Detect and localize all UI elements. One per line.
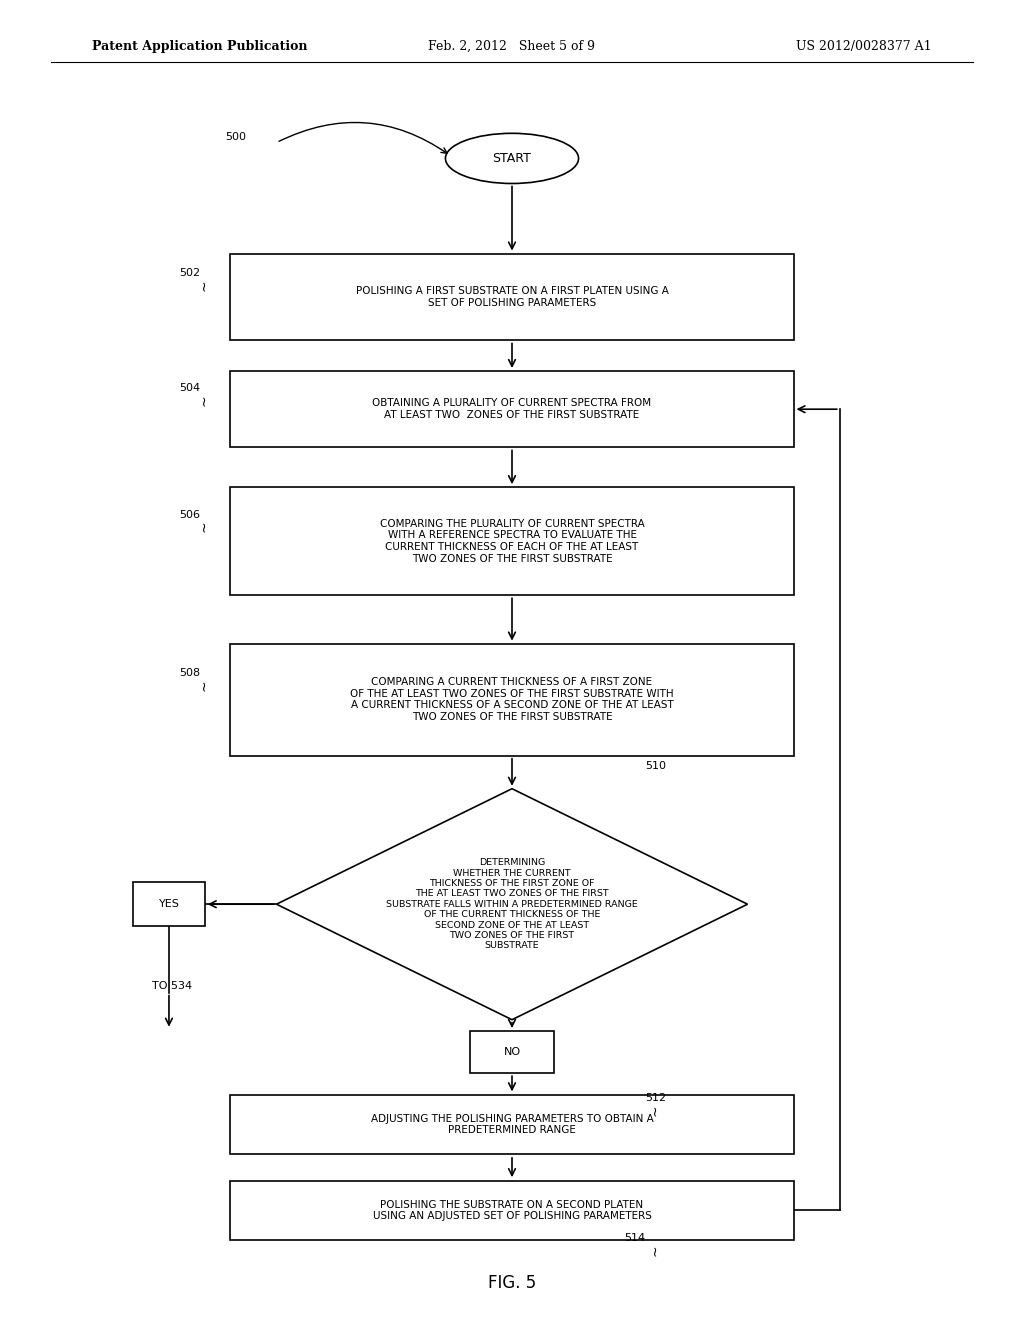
Text: FIG. 5: FIG. 5 xyxy=(487,1274,537,1292)
Text: TO 534: TO 534 xyxy=(152,981,191,991)
Text: DETERMINING
WHETHER THE CURRENT
THICKNESS OF THE FIRST ZONE OF
THE AT LEAST TWO : DETERMINING WHETHER THE CURRENT THICKNES… xyxy=(386,858,638,950)
FancyBboxPatch shape xyxy=(230,253,794,339)
FancyBboxPatch shape xyxy=(230,487,794,595)
Text: ~: ~ xyxy=(198,395,212,405)
FancyBboxPatch shape xyxy=(230,1096,794,1154)
Text: ~: ~ xyxy=(648,1105,663,1115)
Text: COMPARING THE PLURALITY OF CURRENT SPECTRA
WITH A REFERENCE SPECTRA TO EVALUATE : COMPARING THE PLURALITY OF CURRENT SPECT… xyxy=(380,519,644,564)
Text: START: START xyxy=(493,152,531,165)
Text: POLISHING A FIRST SUBSTRATE ON A FIRST PLATEN USING A
SET OF POLISHING PARAMETER: POLISHING A FIRST SUBSTRATE ON A FIRST P… xyxy=(355,286,669,308)
Text: ~: ~ xyxy=(648,1245,663,1255)
Text: POLISHING THE SUBSTRATE ON A SECOND PLATEN
USING AN ADJUSTED SET OF POLISHING PA: POLISHING THE SUBSTRATE ON A SECOND PLAT… xyxy=(373,1200,651,1221)
Text: ~: ~ xyxy=(198,521,212,532)
FancyArrowPatch shape xyxy=(279,123,447,153)
Text: 506: 506 xyxy=(179,510,201,520)
Text: 512: 512 xyxy=(645,1093,667,1104)
Text: 508: 508 xyxy=(179,668,201,678)
FancyBboxPatch shape xyxy=(230,644,794,755)
Text: 502: 502 xyxy=(179,268,201,279)
Text: ~: ~ xyxy=(198,680,212,690)
Text: 514: 514 xyxy=(624,1233,645,1243)
Text: 500: 500 xyxy=(225,132,247,143)
FancyBboxPatch shape xyxy=(230,1180,794,1241)
Text: ~: ~ xyxy=(198,280,212,290)
FancyBboxPatch shape xyxy=(133,882,205,927)
Text: OBTAINING A PLURALITY OF CURRENT SPECTRA FROM
AT LEAST TWO  ZONES OF THE FIRST S: OBTAINING A PLURALITY OF CURRENT SPECTRA… xyxy=(373,399,651,420)
Text: NO: NO xyxy=(504,1047,520,1057)
Polygon shape xyxy=(276,789,748,1019)
Text: US 2012/0028377 A1: US 2012/0028377 A1 xyxy=(797,40,932,53)
Text: YES: YES xyxy=(159,899,179,909)
FancyBboxPatch shape xyxy=(230,371,794,447)
Ellipse shape xyxy=(445,133,579,183)
Text: ADJUSTING THE POLISHING PARAMETERS TO OBTAIN A
PREDETERMINED RANGE: ADJUSTING THE POLISHING PARAMETERS TO OB… xyxy=(371,1114,653,1135)
FancyBboxPatch shape xyxy=(470,1031,554,1073)
Text: 504: 504 xyxy=(179,383,201,393)
Text: Patent Application Publication: Patent Application Publication xyxy=(92,40,307,53)
Text: Feb. 2, 2012   Sheet 5 of 9: Feb. 2, 2012 Sheet 5 of 9 xyxy=(428,40,596,53)
Text: 510: 510 xyxy=(645,760,667,771)
Text: COMPARING A CURRENT THICKNESS OF A FIRST ZONE
OF THE AT LEAST TWO ZONES OF THE F: COMPARING A CURRENT THICKNESS OF A FIRST… xyxy=(350,677,674,722)
